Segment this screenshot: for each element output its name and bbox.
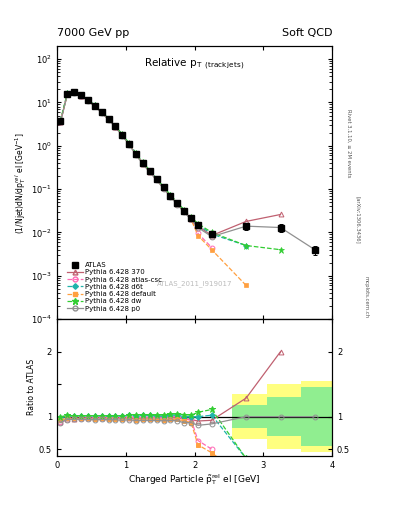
Bar xyxy=(301,381,336,453)
Legend: ATLAS, Pythia 6.428 370, Pythia 6.428 atlas-csc, Pythia 6.428 d6t, Pythia 6.428 : ATLAS, Pythia 6.428 370, Pythia 6.428 at… xyxy=(66,261,164,313)
Text: [arXiv:1306.3436]: [arXiv:1306.3436] xyxy=(356,196,361,244)
Text: Relative $\mathregular{p_T}$ $\mathregular{_{(track\, jets)}}$: Relative $\mathregular{p_T}$ $\mathregul… xyxy=(144,57,245,72)
Text: 7000 GeV pp: 7000 GeV pp xyxy=(57,28,129,38)
X-axis label: Charged Particle $\mathregular{\tilde{p}^{rel}_T}$ el [GeV]: Charged Particle $\mathregular{\tilde{p}… xyxy=(128,472,261,487)
Bar xyxy=(232,394,267,439)
Bar xyxy=(232,405,267,429)
Bar xyxy=(267,397,301,436)
Y-axis label: Ratio to ATLAS: Ratio to ATLAS xyxy=(27,359,36,415)
Y-axis label: (1/Njet)dN/dp$^{rel}_{T}$ el [GeV$^{-1}$]: (1/Njet)dN/dp$^{rel}_{T}$ el [GeV$^{-1}$… xyxy=(13,132,28,233)
Text: ATLAS_2011_I919017: ATLAS_2011_I919017 xyxy=(157,280,232,287)
Bar xyxy=(301,388,336,446)
Text: Soft QCD: Soft QCD xyxy=(282,28,332,38)
Text: Rivet 3.1.10, ≥ 2M events: Rivet 3.1.10, ≥ 2M events xyxy=(346,109,351,178)
Text: mcplots.cern.ch: mcplots.cern.ch xyxy=(364,276,369,318)
Bar xyxy=(267,384,301,449)
